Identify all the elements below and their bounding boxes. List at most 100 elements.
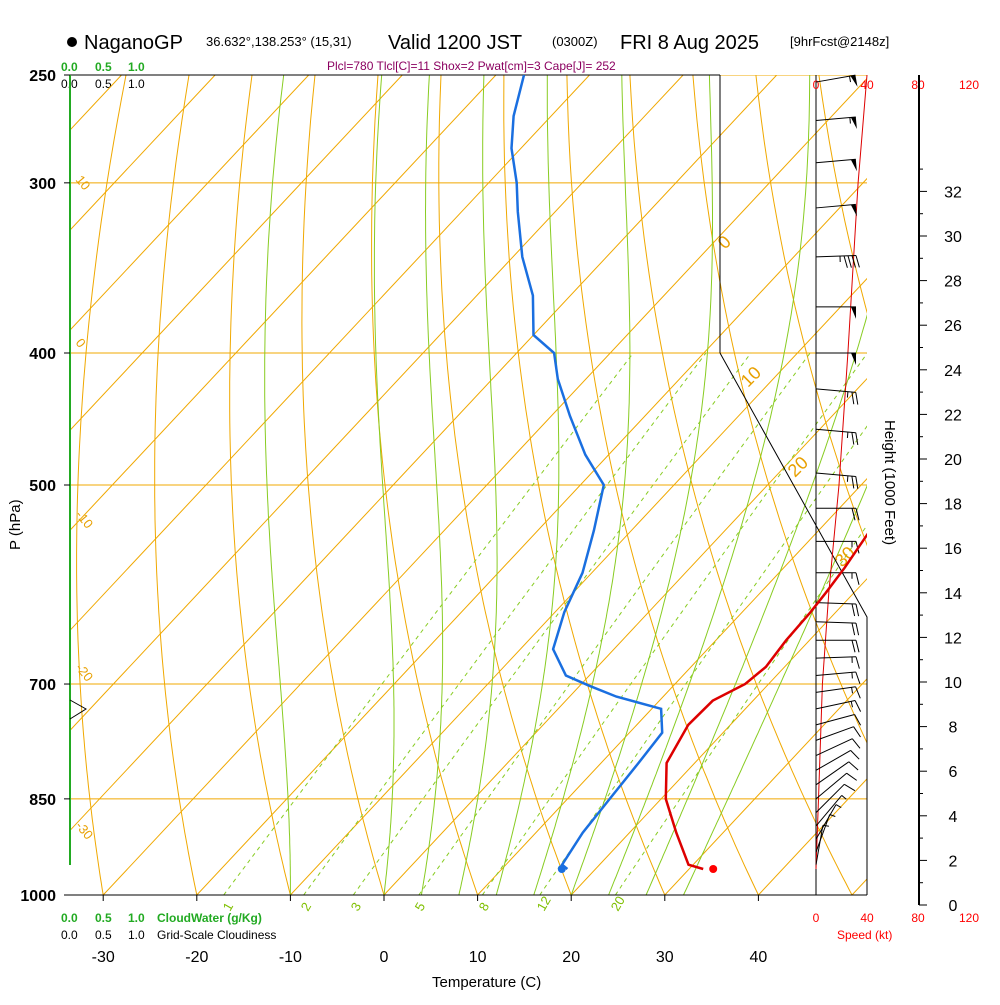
station-name: NaganoGP	[84, 32, 183, 54]
wind-barb	[816, 727, 861, 741]
height-tick-label: 30	[944, 229, 962, 246]
wind-barb-flag	[851, 117, 857, 129]
pressure-tick-label: 850	[29, 792, 56, 809]
wind-barb-full	[847, 773, 857, 780]
wind-barb-staff	[816, 204, 856, 208]
station-dot-icon	[67, 37, 77, 47]
wind-barb	[816, 389, 858, 405]
mixing-ratio-line	[419, 353, 810, 895]
isotherm-label: 20	[784, 453, 812, 481]
wind-barb-full	[852, 623, 855, 635]
speed-tick-top: 0	[813, 78, 820, 92]
pressure-tick-label: 400	[29, 346, 56, 363]
cloud-scale-bottom-2: 1.0	[128, 911, 145, 925]
surface-dewpoint-point	[558, 865, 566, 873]
wind-barb-full	[856, 657, 859, 669]
wind-barb-staff	[816, 657, 856, 658]
wind-barb-full	[856, 573, 859, 585]
wind-barb	[816, 750, 859, 770]
wind-barb-staff	[816, 622, 856, 623]
height-tick-label: 22	[944, 407, 962, 424]
speed-tick-top: 120	[959, 78, 979, 92]
height-tick-label: 8	[949, 720, 958, 737]
wind-barb-full	[856, 623, 859, 635]
wind-barb-full	[856, 604, 859, 616]
wind-barb-full	[856, 672, 860, 684]
wind-barb-flag	[851, 159, 857, 171]
dry-adiabat-label: -10	[73, 507, 97, 531]
temperature-tick-label: -20	[185, 949, 208, 966]
wind-barb	[816, 622, 859, 635]
wind-barb	[816, 795, 846, 826]
temperature-tick-label: 0	[380, 949, 389, 966]
wind-barb	[816, 603, 859, 616]
cloud-water-label: CloudWater (g/Kg)	[157, 911, 262, 925]
pressure-tick-label: 300	[29, 176, 56, 193]
wind-barb-full	[856, 392, 858, 404]
wind-barb-full	[856, 477, 858, 489]
temperature-tick-label: -30	[92, 949, 115, 966]
wind-barb-flag	[851, 204, 857, 216]
speed-tick-bottom: 80	[911, 911, 925, 925]
cloud-scale-top-2: 1.0	[128, 60, 145, 74]
cloud-scale-top-1: 0.5	[95, 60, 112, 74]
height-tick-label: 20	[944, 452, 962, 469]
height-tick-label: 6	[949, 764, 958, 781]
cloudiness-scale-top-2: 1.0	[128, 77, 145, 91]
cloudiness-scale-bottom-2: 1.0	[128, 928, 145, 942]
height-tick-label: 0	[949, 898, 958, 915]
wind-barb-full	[852, 604, 855, 616]
wind-barb-staff	[816, 762, 849, 785]
wind-barb-flag	[851, 307, 856, 319]
station-coords: 36.632°,138.253° (15,31)	[206, 34, 352, 49]
cloudiness-scale-bottom-1: 0.5	[95, 928, 112, 942]
cloudiness-scale-bottom-0: 0.0	[61, 928, 78, 942]
temperature-tick-label: 10	[469, 949, 487, 966]
pressure-tick-label: 250	[29, 68, 56, 85]
mixing-ratio-line	[304, 353, 706, 895]
wind-barb	[816, 640, 859, 652]
height-tick-label: 4	[949, 809, 958, 826]
wind-barb-full	[856, 640, 859, 652]
wind-barb	[816, 204, 857, 216]
wind-barb	[816, 353, 856, 365]
wind-barb-half	[851, 701, 852, 707]
wind-barb-half	[852, 687, 853, 693]
wind-barb-staff	[816, 389, 856, 393]
dry-adiabat-label: -20	[73, 660, 97, 684]
wind-barb-full	[844, 256, 847, 268]
wind-barb-half	[847, 432, 848, 438]
height-tick-label: 2	[949, 853, 958, 870]
wind-barb-full	[854, 727, 861, 737]
utc-time: (0300Z)	[552, 34, 598, 49]
wind-barb	[816, 715, 861, 726]
temperature-tick-label: 20	[562, 949, 580, 966]
height-tick-label: 18	[944, 497, 962, 514]
wind-barb	[816, 773, 857, 799]
mixing-ratio-label: 20	[608, 893, 628, 913]
wind-barb-full	[852, 739, 860, 749]
cloud-scale-bottom-0: 0.0	[61, 911, 78, 925]
speed-tick-bottom: 0	[813, 911, 820, 925]
indices-text: Plcl=780 Tlcl[C]=11 Shox=2 Pwat[cm]=3 Ca…	[327, 59, 616, 73]
temperature-tick-label: 30	[656, 949, 674, 966]
wind-barb-full	[852, 432, 854, 444]
wind-barb-staff	[816, 727, 854, 741]
wind-barb-flag	[851, 75, 858, 87]
valid-time: Valid 1200 JST	[388, 32, 522, 54]
cloudiness-label: Grid-Scale Cloudiness	[157, 928, 276, 942]
wind-barb-staff	[816, 473, 856, 476]
wind-barb	[816, 473, 858, 489]
pressure-tick-label: 700	[29, 677, 56, 694]
height-tick-label: 12	[944, 630, 962, 647]
wind-barb	[816, 429, 858, 445]
height-tick-label: 26	[944, 318, 962, 335]
x-axis-label: Temperature (C)	[432, 974, 541, 991]
wind-barbs	[816, 75, 861, 865]
wind-barb-staff	[816, 256, 856, 257]
